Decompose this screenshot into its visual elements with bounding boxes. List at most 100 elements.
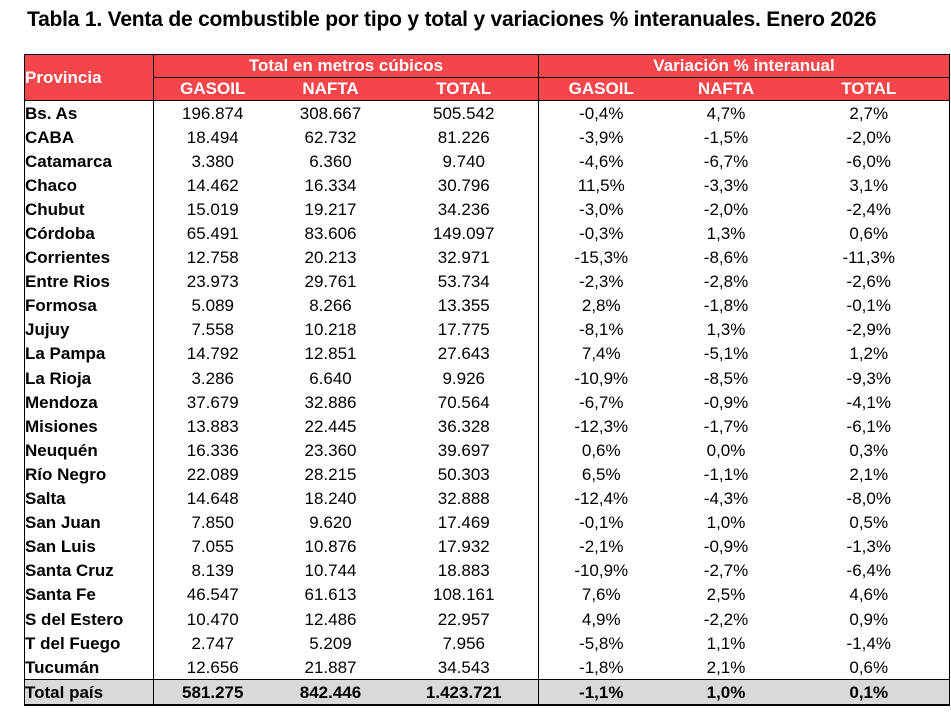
cell-var-gasoil: 7,6% [581,585,621,605]
table-row: Chaco 14.462 16.334 30.796 11,5% -3,3% 3,1% [24,173,950,198]
cell-total: 18.883 [389,558,539,583]
cell-gasoil: 14.462 [186,175,239,195]
total-label: Total país [24,679,154,707]
cell-nafta: 16.334 [304,175,357,195]
cell-gasoil: 7.850 [191,513,235,533]
cell-total: 149.097 [389,221,539,246]
cell-total: 7.956 [389,631,539,656]
cell-var-nafta: -2,2% [703,609,749,629]
header-gasoil-variation: GASOIL [538,77,664,101]
cell-var-gasoil: 0,6% [581,440,621,460]
cell-provincia: Jujuy [24,317,154,342]
fuel-sales-table: Provincia Total en metros cúbicos Variac… [24,54,950,707]
cell-nafta: 20.213 [304,248,357,268]
cell-total: 505.542 [389,100,539,126]
cell-var-gasoil: -4,6% [579,151,624,171]
cell-provincia: Corrientes [24,245,154,270]
cell-var-nafta: -1,7% [703,416,749,436]
table-row: Santa Fe 46.547 61.613 108.161 7,6% 2,5% 4,6% [24,582,950,607]
cell-provincia: Mendoza [24,390,154,415]
table-title: Tabla 1. Venta de combustible por tipo y… [27,8,877,31]
cell-gasoil: 16.336 [186,440,239,460]
cell-var-total: 0,6% [788,655,950,681]
cell-var-total: -6,1% [788,414,950,439]
total-var-total: 0,1% [788,679,950,707]
header-gasoil-volume: GASOIL [153,77,272,101]
cell-total: 13.355 [389,293,539,318]
cell-var-gasoil: -2,3% [579,272,624,292]
cell-nafta: 308.667 [299,103,362,123]
total-var-nafta: 1,0% [663,679,789,707]
total-nafta: 842.446 [271,679,390,707]
cell-total: 108.161 [389,582,539,607]
cell-var-total: 1,2% [788,341,950,367]
cell-provincia: Santa Fe [24,582,154,607]
cell-var-total: 3,1% [788,173,950,198]
cell-nafta: 28.215 [304,464,357,484]
cell-provincia: Salta [24,486,154,511]
cell-nafta: 6.640 [309,368,352,388]
cell-var-nafta: -3,3% [703,175,749,195]
table-row: Río Negro 22.089 28.215 50.303 6,5% -1,1% 2,1% [24,462,950,487]
cell-provincia: CABA [24,125,154,150]
cell-total: 22.957 [389,606,539,632]
cell-var-total: -2,6% [788,269,950,294]
cell-var-total: -2,9% [788,317,950,342]
cell-nafta: 9.620 [309,513,352,533]
cell-total: 34.543 [389,655,539,681]
cell-var-nafta: -0,9% [703,392,749,412]
cell-gasoil: 8.139 [191,561,235,581]
header-total-variation: TOTAL [788,77,950,101]
cell-nafta: 10.744 [304,561,357,581]
cell-provincia: Chubut [24,197,154,222]
cell-var-total: -9,3% [788,366,950,391]
cell-var-nafta: -2,8% [703,272,749,292]
cell-gasoil: 196.874 [182,103,244,123]
cell-provincia: Santa Cruz [24,558,154,583]
table-row: La Pampa 14.792 12.851 27.643 7,4% -5,1% 1,2% [24,341,950,367]
cell-var-total: 0,5% [788,510,950,535]
cell-var-nafta: -8,6% [703,248,749,268]
cell-var-gasoil: 11,5% [577,175,625,195]
cell-gasoil: 37.679 [186,392,239,412]
cell-var-gasoil: 2,8% [581,296,621,316]
cell-nafta: 8.266 [309,296,352,316]
cell-gasoil: 5.089 [191,296,235,316]
table-row: Corrientes 12.758 20.213 32.971 -15,3% -8,6% -… [24,245,950,270]
cell-var-gasoil: -5,8% [579,633,624,653]
cell-total: 27.643 [389,341,539,367]
cell-gasoil: 10.470 [186,609,239,629]
table-row: Bs. As 196.874 308.667 505.542 -0,4% 4,7% 2,7% [24,100,950,126]
cell-nafta: 29.761 [304,272,357,292]
cell-var-nafta: -1,5% [703,127,749,147]
table-row: CABA 18.494 62.732 81.226 -3,9% -1,5% -2,0% [24,125,950,150]
cell-provincia: Formosa [24,293,154,318]
total-gasoil: 581.275 [153,679,272,707]
cell-provincia: T del Fuego [24,631,154,656]
cell-var-nafta: -8,5% [703,368,749,388]
cell-gasoil: 7.055 [191,537,235,557]
table-row: San Luis 7.055 10.876 17.932 -2,1% -0,9% -1,3% [24,534,950,559]
cell-var-nafta: -1,8% [703,296,749,316]
cell-var-total: 4,6% [788,582,950,607]
cell-gasoil: 46.547 [186,585,239,605]
cell-total: 34.236 [389,197,539,222]
cell-var-gasoil: -3,9% [579,127,624,147]
cell-gasoil: 14.792 [186,344,239,364]
cell-var-nafta: 1,3% [706,320,746,340]
cell-gasoil: 65.491 [186,224,239,244]
cell-var-gasoil: 6,5% [581,464,621,484]
cell-var-total: 0,6% [788,221,950,246]
cell-gasoil: 12.758 [186,248,239,268]
cell-provincia: Tucumán [24,655,154,681]
cell-nafta: 62.732 [304,127,357,147]
header-group-volume: Total en metros cúbicos [153,54,539,78]
cell-total: 32.888 [389,486,539,511]
cell-var-nafta: -5,1% [703,344,749,364]
table-row: Neuquén 16.336 23.360 39.697 0,6% 0,0% 0,3% [24,438,950,463]
cell-var-total: -0,1% [788,293,950,318]
cell-var-gasoil: -2,1% [579,537,624,557]
cell-total: 9.926 [389,366,539,391]
cell-var-gasoil: -0,4% [579,103,624,123]
cell-var-gasoil: -12,3% [574,416,629,436]
